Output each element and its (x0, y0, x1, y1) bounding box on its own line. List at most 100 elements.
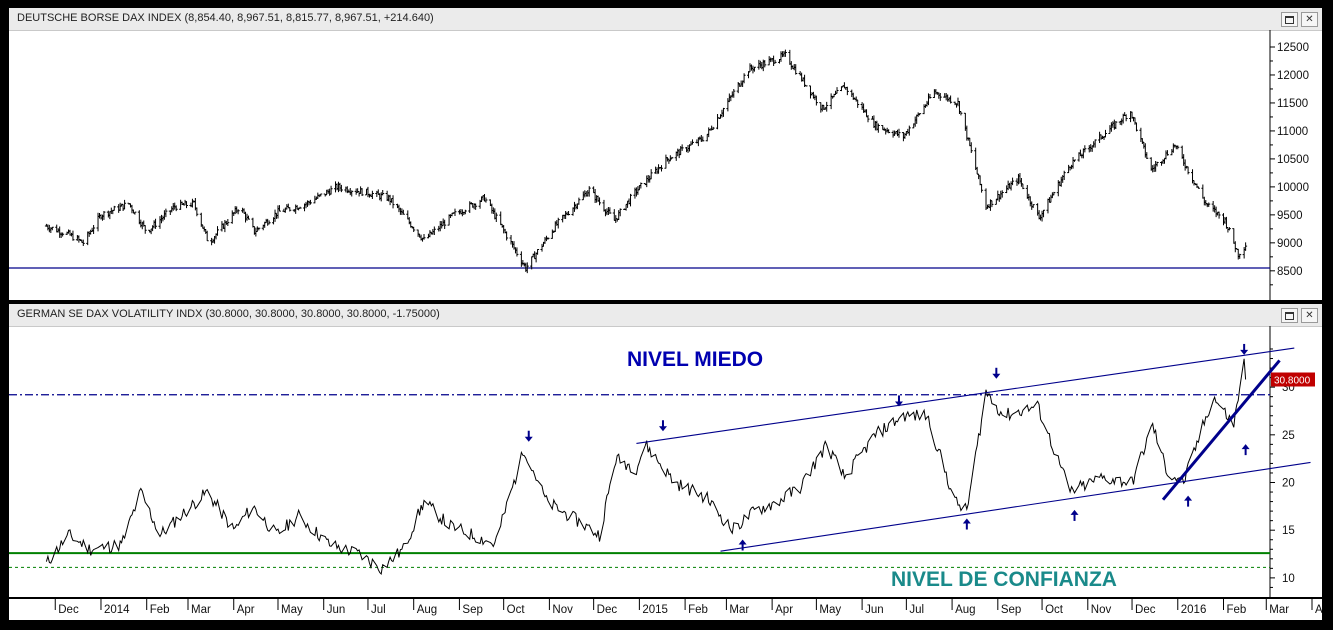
time-axis-label: Oct (507, 604, 526, 616)
time-axis-label: 2014 (104, 604, 130, 616)
dax-y-tick-label: 11500 (1277, 98, 1308, 110)
close-icon: ✕ (1305, 310, 1314, 321)
dax-ohlc-bar (1244, 242, 1248, 251)
dax-ohlc-bar (752, 66, 756, 72)
dax-title-text: DEUTSCHE BORSE DAX INDEX (17, 12, 182, 24)
dax-price-panel[interactable]: DEUTSCHE BORSE DAX INDEX (8,854.40, 8,96… (9, 8, 1322, 300)
vdax-title-text: GERMAN SE DAX VOLATILITY INDX (17, 308, 203, 320)
dax-ohlc-bar (525, 262, 529, 274)
dax-ohlc-bar (1176, 145, 1180, 150)
time-axis-label: Ap (1315, 604, 1322, 616)
time-axis-label: Oct (1045, 604, 1064, 616)
dax-ohlc-bar (664, 154, 668, 169)
dax-ohlc-bar (226, 219, 230, 226)
arrow-head (992, 373, 1001, 379)
dax-ohlc-bar (92, 225, 96, 234)
dax-ohlc-bar (381, 189, 385, 196)
dax-ohlc-bar (81, 239, 85, 246)
dax-ohlc-bar (499, 211, 503, 226)
dax-ohlc-bar (680, 144, 684, 151)
dax-ohlc-bar (1238, 253, 1242, 259)
dax-ohlc-bar (794, 64, 798, 75)
dax-ohlc-bar (1042, 209, 1046, 218)
dax-ohlc-bar (701, 136, 705, 142)
dax-ohlc-bar (804, 84, 808, 87)
dax-ohlc-bars (44, 49, 1248, 274)
dax-ohlc-bar (742, 73, 746, 84)
time-axis-label: May (281, 604, 303, 616)
time-axis-label: Dec (58, 604, 79, 616)
time-axis-label: Sep (1001, 604, 1021, 616)
vdax-y-tick-label: 10 (1282, 573, 1295, 585)
vdax-panel-header: GERMAN SE DAX VOLATILITY INDX (30.8000, … (9, 304, 1322, 327)
dax-ohlc-bar (1011, 177, 1015, 186)
dax-ohlc-bar (360, 188, 364, 197)
time-axis-label: Apr (775, 604, 793, 616)
dax-ohlc-bar (443, 219, 447, 229)
time-axis-label: Jul (371, 604, 386, 616)
vdax-y-tick-label: 20 (1282, 478, 1295, 490)
dax-ohlc-bar (856, 99, 860, 108)
dax-ohlc-bar (690, 139, 694, 145)
dax-ohlc-bar (484, 197, 488, 203)
time-axis-label: 2016 (1181, 604, 1207, 616)
time-axis-label: Aug (417, 604, 437, 616)
last-price-tag-label: 30.8000 (1274, 376, 1311, 387)
dax-y-tick-label: 9500 (1277, 210, 1303, 222)
arrow-head (1241, 444, 1250, 450)
dax-price-chart[interactable]: 8500 9000 9500 10000 10500 11000 11500 12000 125… (9, 8, 1322, 300)
upper-channel-line (636, 347, 1295, 444)
dax-ohlc-bar (629, 193, 633, 207)
arrow-head (658, 426, 667, 432)
down-arrow-icon (658, 420, 667, 432)
dax-ohlc-bar (1145, 152, 1149, 160)
dax-ohlc-bar (1165, 150, 1169, 156)
up-arrow-icon (1241, 444, 1250, 456)
dax-ohlc-bar (288, 207, 292, 212)
dax-ohlc-bar (1227, 227, 1231, 231)
dax-ohlc-bar (164, 208, 168, 218)
dax-ohlc-bar (536, 249, 540, 255)
dax-ohlc-bar (949, 95, 953, 104)
time-axis-label: Jul (909, 604, 924, 616)
time-axis-label: Feb (688, 604, 708, 616)
dax-y-tick-label: 10000 (1277, 182, 1309, 194)
dax-ohlc-bar (432, 226, 436, 235)
dax-ohlc-bar (133, 211, 137, 215)
close-button[interactable]: ✕ (1301, 12, 1318, 27)
time-axis-label: Nov (1091, 604, 1112, 616)
up-arrow-icon (738, 539, 747, 551)
dax-ohlc-bar (1031, 204, 1035, 208)
dax-ohlc-bar (887, 129, 891, 134)
time-axis-label: Feb (150, 604, 170, 616)
dax-ohlc-bar (1021, 183, 1025, 190)
dax-panel-header: DEUTSCHE BORSE DAX INDEX (8,854.40, 8,96… (9, 8, 1322, 31)
dax-ohlc-bar (474, 203, 478, 210)
dax-ohlc-bar (267, 220, 271, 225)
maximize-button[interactable] (1281, 12, 1298, 27)
dax-ohlc-bar (711, 126, 715, 130)
dax-ohlc-bar (835, 87, 839, 94)
dax-ohlc-bar (277, 205, 281, 212)
dax-ohlc-bar (195, 207, 199, 217)
time-axis-label: Dec (597, 604, 618, 616)
dax-ohlc-bar (1062, 170, 1066, 180)
dax-ohlc-bar (660, 165, 663, 172)
dax-ohlc-bar (143, 225, 147, 234)
time-axis-label: Nov (552, 604, 573, 616)
steep-trend-line (1161, 359, 1281, 501)
maximize-button[interactable] (1281, 308, 1298, 323)
dax-ohlc-bar (1201, 184, 1205, 199)
dax-ohlc-bar (1052, 191, 1056, 196)
time-axis-label: Apr (237, 604, 255, 616)
dax-ohlc-bar (401, 209, 405, 215)
dax-ohlc-bar (990, 200, 994, 208)
vdax-panel[interactable]: GERMAN SE DAX VOLATILITY INDX (30.8000, … (9, 304, 1322, 597)
close-button[interactable]: ✕ (1301, 308, 1318, 323)
confidence-level-label: NIVEL DE CONFIANZA (891, 568, 1117, 591)
time-axis-label: Feb (1226, 604, 1246, 616)
dax-ohlc-bar (339, 184, 343, 193)
dax-ohlc-bar (1093, 139, 1097, 148)
last-price-tag (1271, 372, 1315, 387)
